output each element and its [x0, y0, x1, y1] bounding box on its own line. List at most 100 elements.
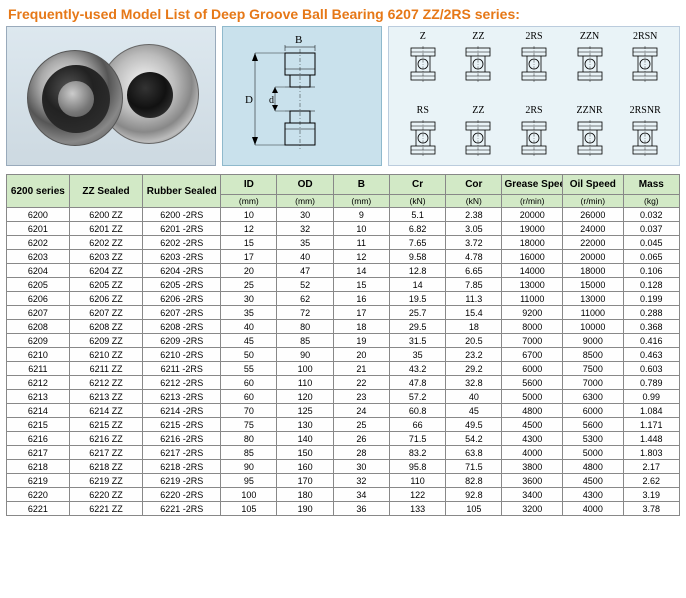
unit-od: (mm)	[277, 195, 333, 208]
unit-id: (mm)	[221, 195, 277, 208]
table-cell: 6202 -2RS	[143, 236, 221, 250]
table-cell: 50	[221, 348, 277, 362]
table-cell: 35	[221, 306, 277, 320]
table-cell: 70	[221, 404, 277, 418]
table-row: 62146214 ZZ6214 -2RS701252460.8454800600…	[7, 404, 680, 418]
table-cell: 6000	[502, 362, 563, 376]
table-cell: 6220 ZZ	[69, 488, 143, 502]
table-cell: 7000	[502, 334, 563, 348]
table-cell: 5600	[502, 376, 563, 390]
table-cell: 6216 -2RS	[143, 432, 221, 446]
table-cell: 6213 -2RS	[143, 390, 221, 404]
table-cell: 14	[333, 264, 389, 278]
table-cell: 35	[277, 236, 333, 250]
seal-type-icon	[619, 44, 671, 87]
seal-type-cell: ZZNR	[564, 105, 616, 161]
table-cell: 5300	[563, 432, 624, 446]
seal-type-icon	[397, 118, 449, 161]
table-cell: 17	[221, 250, 277, 264]
table-cell: 100	[277, 362, 333, 376]
table-cell: 18000	[502, 236, 563, 250]
table-cell: 6202	[7, 236, 70, 250]
table-cell: 180	[277, 488, 333, 502]
table-cell: 30	[333, 460, 389, 474]
unit-oil: (r/min)	[563, 195, 624, 208]
table-cell: 4300	[502, 432, 563, 446]
col-zz: ZZ Sealed	[69, 175, 143, 208]
table-row: 62056205 ZZ6205 -2RS255215147.8513000150…	[7, 278, 680, 292]
table-cell: 4.78	[446, 250, 502, 264]
table-cell: 6203 -2RS	[143, 250, 221, 264]
table-cell: 6221 -2RS	[143, 502, 221, 516]
table-row: 62136213 ZZ6213 -2RS601202357.2405000630…	[7, 390, 680, 404]
seal-type-icon	[619, 118, 671, 161]
table-cell: 10000	[563, 320, 624, 334]
table-cell: 32	[277, 222, 333, 236]
table-cell: 32	[333, 474, 389, 488]
table-cell: 40	[446, 390, 502, 404]
table-cell: 24	[333, 404, 389, 418]
unit-b: (mm)	[333, 195, 389, 208]
seal-types-grid: ZZZ2RSZZN2RSN RSZZ2RSZZNR2RSNR	[388, 26, 680, 166]
table-cell: 3600	[502, 474, 563, 488]
table-cell: 1.803	[623, 446, 679, 460]
table-cell: 15	[333, 278, 389, 292]
table-cell: 17	[333, 306, 389, 320]
table-cell: 1.448	[623, 432, 679, 446]
unit-mass: (kg)	[623, 195, 679, 208]
table-cell: 11	[333, 236, 389, 250]
table-cell: 66	[389, 418, 445, 432]
table-row: 62196219 ZZ6219 -2RS951703211082.8360045…	[7, 474, 680, 488]
table-cell: 6217	[7, 446, 70, 460]
table-row: 62166216 ZZ6216 -2RS801402671.554.243005…	[7, 432, 680, 446]
table-cell: 18	[446, 320, 502, 334]
table-cell: 35	[389, 348, 445, 362]
table-row: 62026202 ZZ6202 -2RS1535117.653.72180002…	[7, 236, 680, 250]
table-cell: 40	[277, 250, 333, 264]
table-cell: 25	[333, 418, 389, 432]
unit-cr: (kN)	[389, 195, 445, 208]
col-cr: Cr	[389, 175, 445, 195]
table-cell: 100	[221, 488, 277, 502]
table-cell: 6220 -2RS	[143, 488, 221, 502]
table-cell: 19	[333, 334, 389, 348]
table-cell: 7500	[563, 362, 624, 376]
table-cell: 6211 -2RS	[143, 362, 221, 376]
table-cell: 62	[277, 292, 333, 306]
table-cell: 9	[333, 208, 389, 222]
table-cell: 6000	[563, 404, 624, 418]
table-cell: 10	[333, 222, 389, 236]
table-cell: 6.82	[389, 222, 445, 236]
table-row: 62096209 ZZ6209 -2RS45851931.520.5700090…	[7, 334, 680, 348]
seal-type-icon	[452, 44, 504, 87]
table-cell: 6.65	[446, 264, 502, 278]
table-cell: 3.78	[623, 502, 679, 516]
table-cell: 4500	[502, 418, 563, 432]
table-cell: 6210	[7, 348, 70, 362]
table-cell: 110	[389, 474, 445, 488]
seal-type-cell: ZZN	[564, 31, 616, 87]
table-cell: 49.5	[446, 418, 502, 432]
table-cell: 122	[389, 488, 445, 502]
table-cell: 6218 ZZ	[69, 460, 143, 474]
table-cell: 6207 -2RS	[143, 306, 221, 320]
col-b: B	[333, 175, 389, 195]
table-cell: 13000	[563, 292, 624, 306]
table-cell: 8000	[502, 320, 563, 334]
table-cell: 7000	[563, 376, 624, 390]
table-cell: 0.032	[623, 208, 679, 222]
table-cell: 95	[221, 474, 277, 488]
table-cell: 71.5	[389, 432, 445, 446]
table-cell: 0.416	[623, 334, 679, 348]
table-cell: 3200	[502, 502, 563, 516]
table-cell: 25	[221, 278, 277, 292]
table-cell: 83.2	[389, 446, 445, 460]
table-cell: 6700	[502, 348, 563, 362]
table-cell: 10	[221, 208, 277, 222]
table-cell: 90	[277, 348, 333, 362]
table-cell: 6203	[7, 250, 70, 264]
table-row: 62206220 ZZ6220 -2RS1001803412292.834004…	[7, 488, 680, 502]
table-row: 62106210 ZZ6210 -2RS5090203523.267008500…	[7, 348, 680, 362]
table-cell: 6210 -2RS	[143, 348, 221, 362]
table-cell: 24000	[563, 222, 624, 236]
